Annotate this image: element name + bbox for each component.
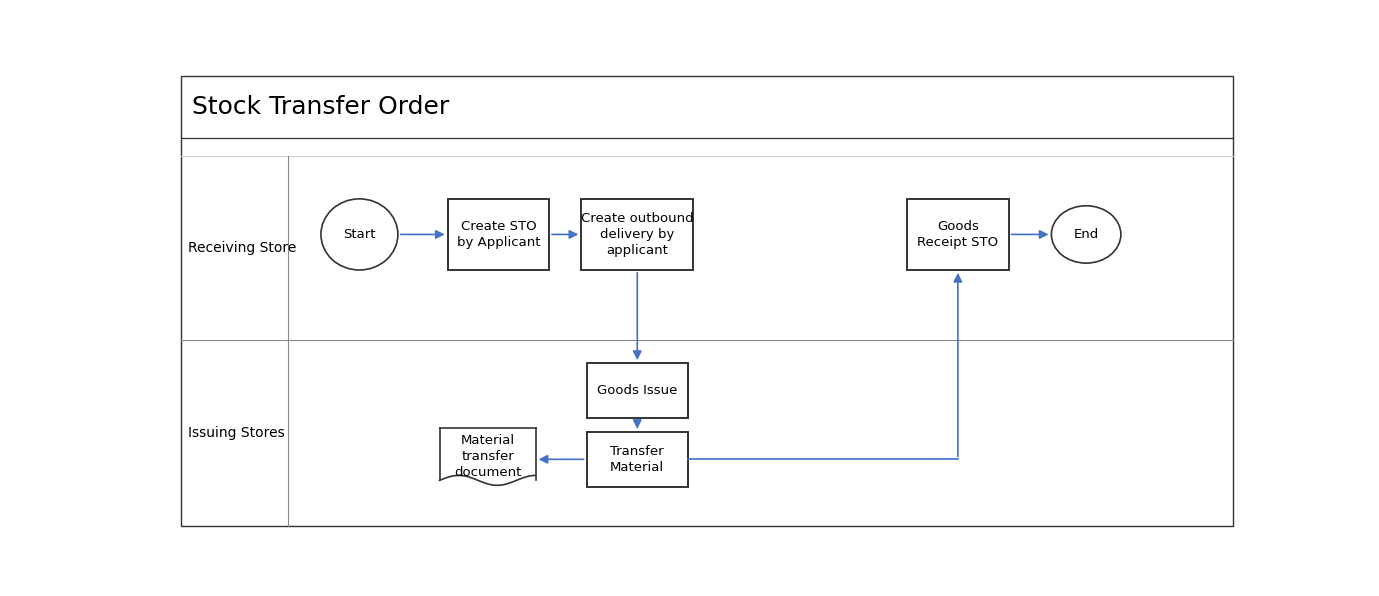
FancyBboxPatch shape <box>907 199 1008 270</box>
Text: Receiving Store: Receiving Store <box>189 241 296 255</box>
FancyBboxPatch shape <box>448 199 549 270</box>
FancyBboxPatch shape <box>586 432 688 487</box>
Text: Goods
Receipt STO: Goods Receipt STO <box>917 220 998 249</box>
Text: Issuing Stores: Issuing Stores <box>189 426 285 440</box>
FancyBboxPatch shape <box>586 363 688 418</box>
Text: Create outbound
delivery by
applicant: Create outbound delivery by applicant <box>581 212 694 257</box>
Text: Create STO
by Applicant: Create STO by Applicant <box>456 220 541 249</box>
Ellipse shape <box>1051 206 1121 263</box>
Text: Material
transfer
document: Material transfer document <box>454 434 521 479</box>
Ellipse shape <box>321 199 399 270</box>
FancyBboxPatch shape <box>440 429 536 480</box>
Text: End: End <box>1073 228 1099 241</box>
Text: Goods Issue: Goods Issue <box>597 384 677 397</box>
Text: Stock Transfer Order: Stock Transfer Order <box>192 95 448 119</box>
Text: Transfer
Material: Transfer Material <box>611 445 665 474</box>
Text: Start: Start <box>343 228 375 241</box>
FancyBboxPatch shape <box>581 199 694 270</box>
